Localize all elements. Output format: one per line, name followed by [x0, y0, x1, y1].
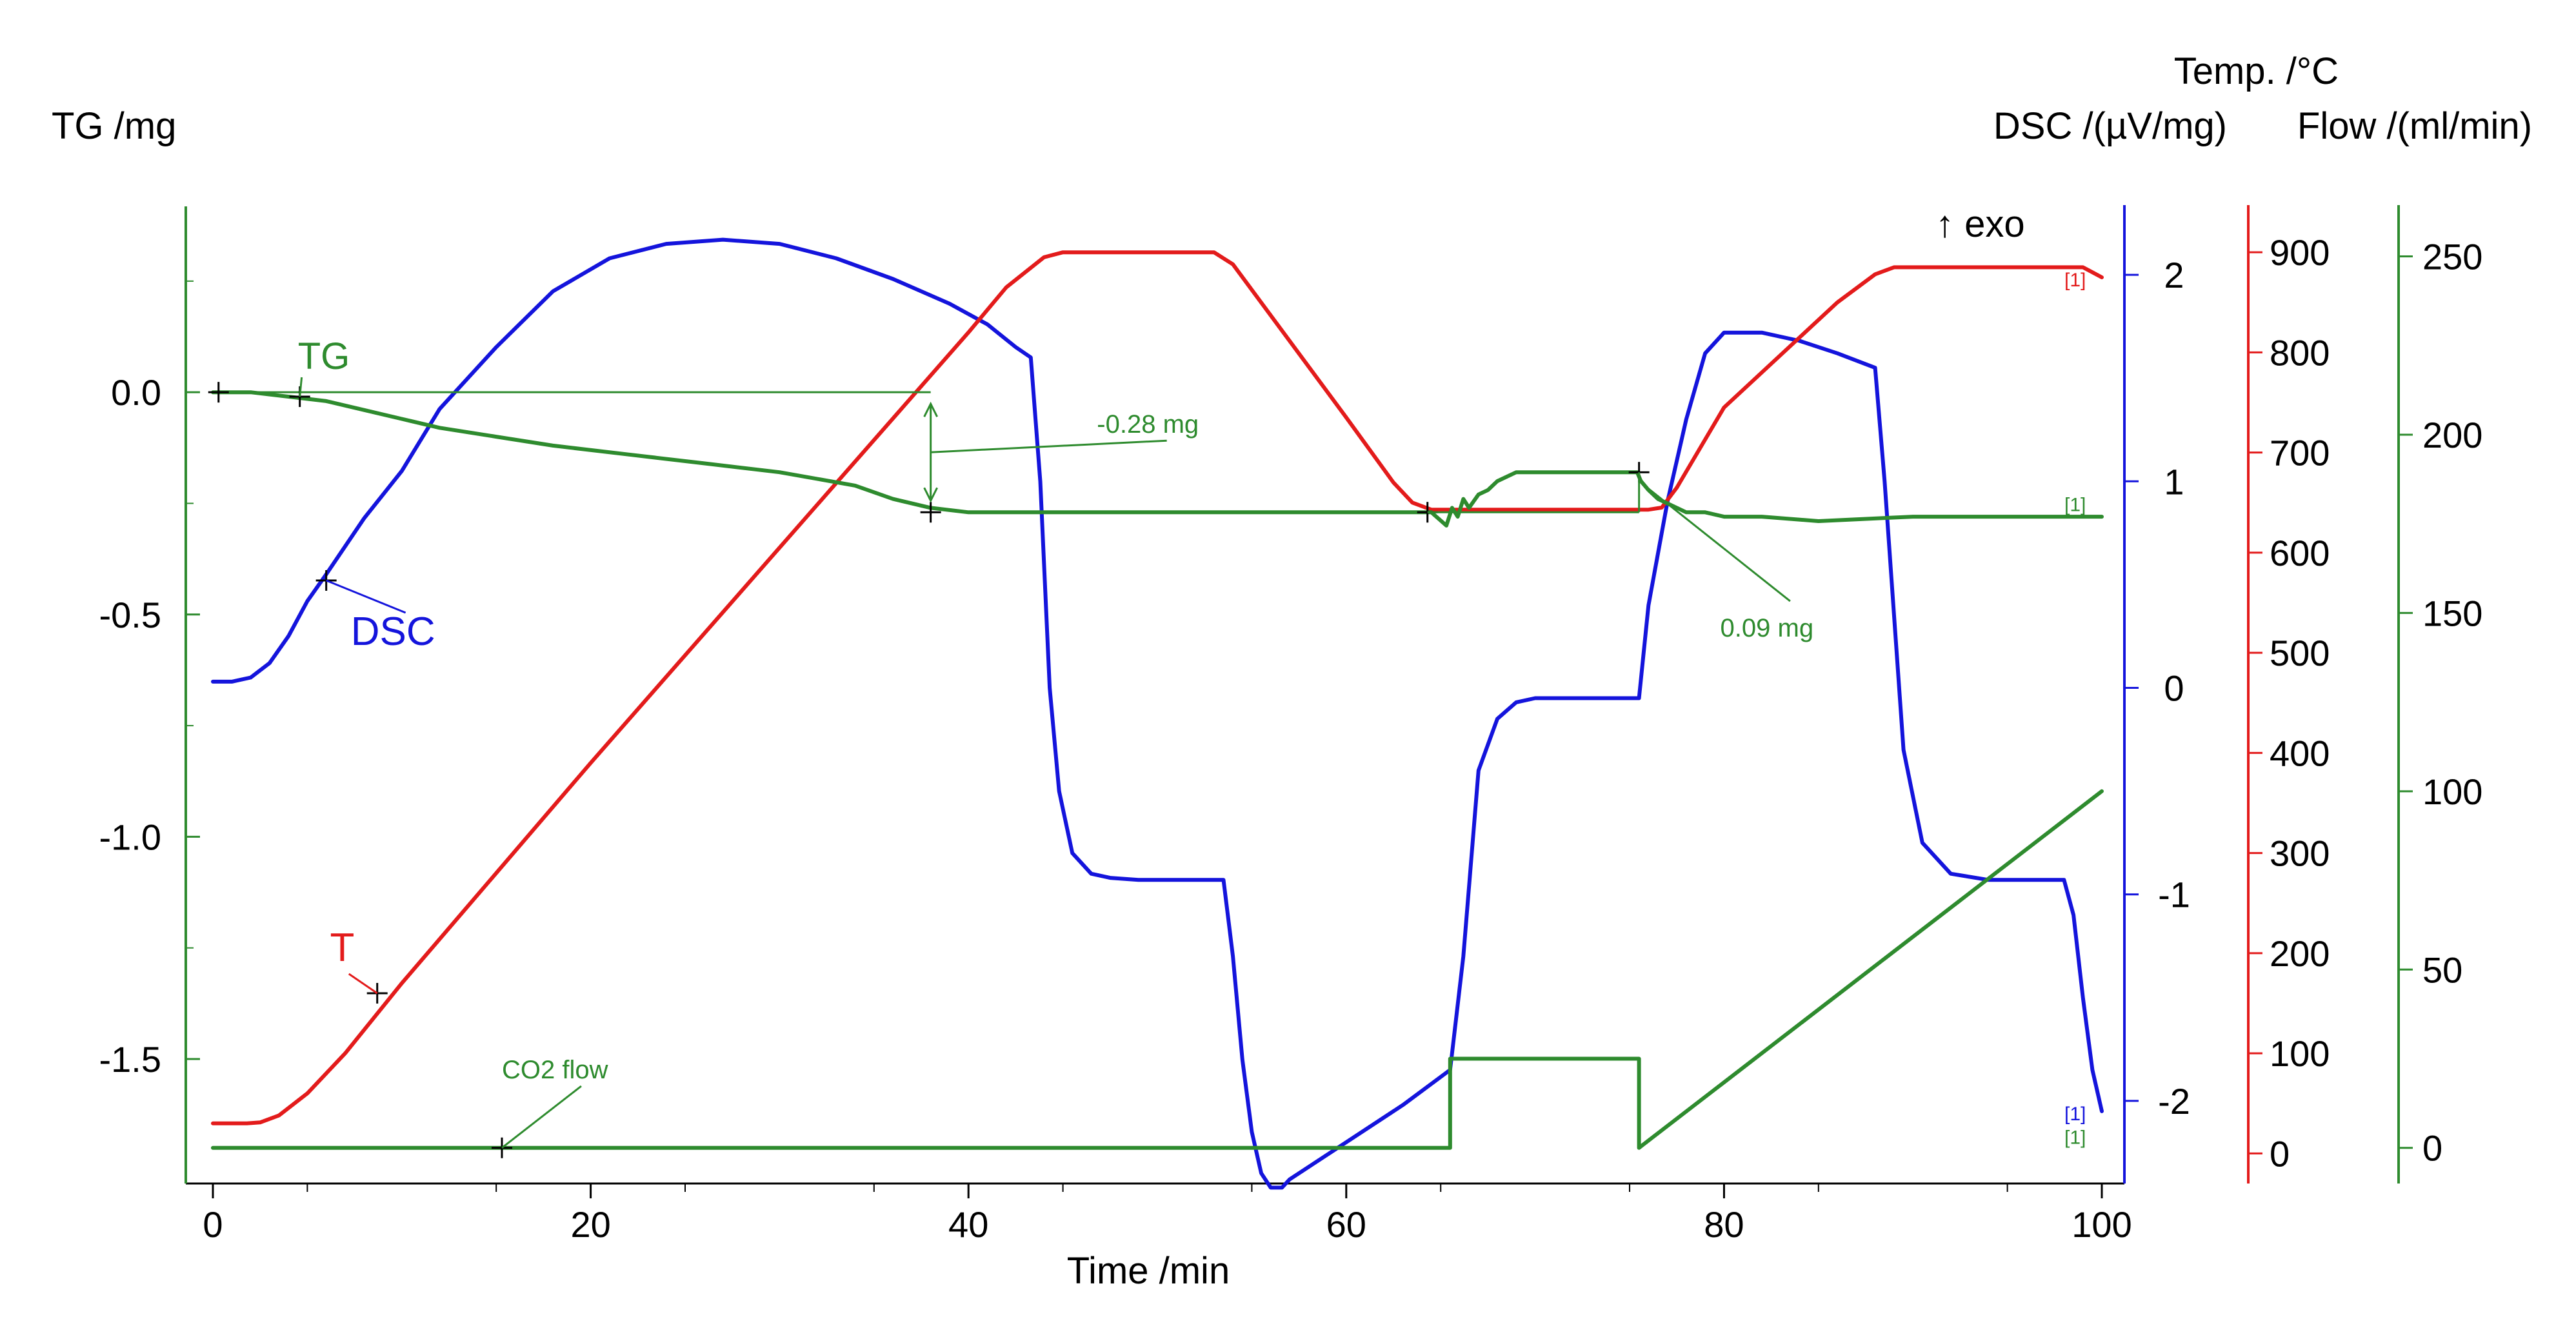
tg-tick-label: -1.0	[99, 817, 162, 857]
temp-tick-label: 0	[2270, 1133, 2290, 1174]
x-axis-title: Time /min	[1067, 1250, 1230, 1292]
axes	[185, 205, 2413, 1198]
dsc-curve-label: DSC	[351, 609, 435, 654]
t-label-leader	[348, 973, 378, 995]
flow-tick-label: 150	[2422, 593, 2482, 633]
mass-gain-label: 0.09 mg	[1721, 614, 1814, 642]
dsc-tick-label: 0	[2164, 668, 2184, 709]
tg-tick-label: -0.5	[99, 595, 162, 635]
mass-gain-leader	[1638, 480, 1791, 602]
tg-tick-label: 0.0	[111, 372, 161, 413]
temp-tick-label: 200	[2270, 933, 2330, 974]
mass-loss-leader	[930, 439, 1167, 453]
temp-tick-label: 500	[2270, 633, 2330, 673]
dsc-curve	[211, 237, 2104, 1190]
temp-segment-marker: [1]	[2064, 270, 2086, 291]
tg-label-leader	[299, 377, 303, 397]
dsc-tick-label: -2	[2158, 1081, 2190, 1122]
flow-tick-label: 50	[2422, 949, 2462, 990]
series	[211, 237, 2104, 1190]
x-tick-label: 100	[2072, 1204, 2132, 1245]
temp-axis-title: Temp. /°C	[2174, 50, 2339, 92]
tg-tick-label: -1.5	[99, 1039, 162, 1080]
dsc-tick-label: 2	[2164, 255, 2184, 295]
x-tick-label: 0	[203, 1204, 223, 1245]
tick-labels: 0 20 40 60 80 100 0.0 -0.5 -1.0 -1.5 2 1 0 -1 -2 900 800…	[99, 232, 2483, 1245]
x-tick-label: 40	[948, 1204, 988, 1245]
x-tick-label: 60	[1326, 1204, 1366, 1245]
dsc-tick-label: 1	[2164, 461, 2184, 502]
temp-tick-label: 900	[2270, 232, 2330, 273]
flow-tick-label: 100	[2422, 771, 2482, 812]
temp-tick-label: 100	[2270, 1033, 2330, 1074]
tg-segment-marker: [1]	[2064, 494, 2086, 515]
mass-loss-label: -0.28 mg	[1097, 410, 1199, 439]
tg-curve	[211, 390, 2104, 528]
temp-tick-label: 600	[2270, 533, 2330, 573]
flow-axis-title: Flow /(ml/min)	[2297, 105, 2532, 147]
mass-loss-arrowhead-bottom	[923, 487, 938, 503]
dsc-label-leader	[326, 579, 406, 614]
temp-tick-label: 800	[2270, 332, 2330, 373]
temp-tick-label: 300	[2270, 833, 2330, 874]
t-curve-label: T	[330, 926, 355, 970]
flow-tick-label: 200	[2422, 415, 2482, 455]
co2-curve-label: CO2 flow	[502, 1056, 608, 1084]
dsc-tick-label: -1	[2158, 875, 2190, 915]
exo-indicator: ↑ exo	[1935, 203, 2025, 245]
flow-tick-label: 250	[2422, 237, 2482, 277]
temp-tick-label: 400	[2270, 733, 2330, 773]
tg-axis-title: TG /mg	[52, 105, 176, 147]
mass-loss-arrowhead-top	[923, 401, 938, 417]
temperature-curve	[211, 250, 2104, 1125]
flow-tick-label: 0	[2422, 1128, 2442, 1169]
x-tick-label: 80	[1704, 1204, 1744, 1245]
flow-segment-marker: [1]	[2064, 1127, 2086, 1149]
x-tick-label: 20	[570, 1204, 610, 1245]
co2-label-leader	[501, 1085, 582, 1149]
temp-tick-label: 700	[2270, 433, 2330, 473]
tg-curve-label: TG	[298, 335, 350, 377]
dsc-segment-marker: [1]	[2064, 1104, 2086, 1125]
dsc-axis-title: DSC /(µV/mg)	[1993, 105, 2227, 147]
co2-flow-curve	[211, 789, 2104, 1150]
